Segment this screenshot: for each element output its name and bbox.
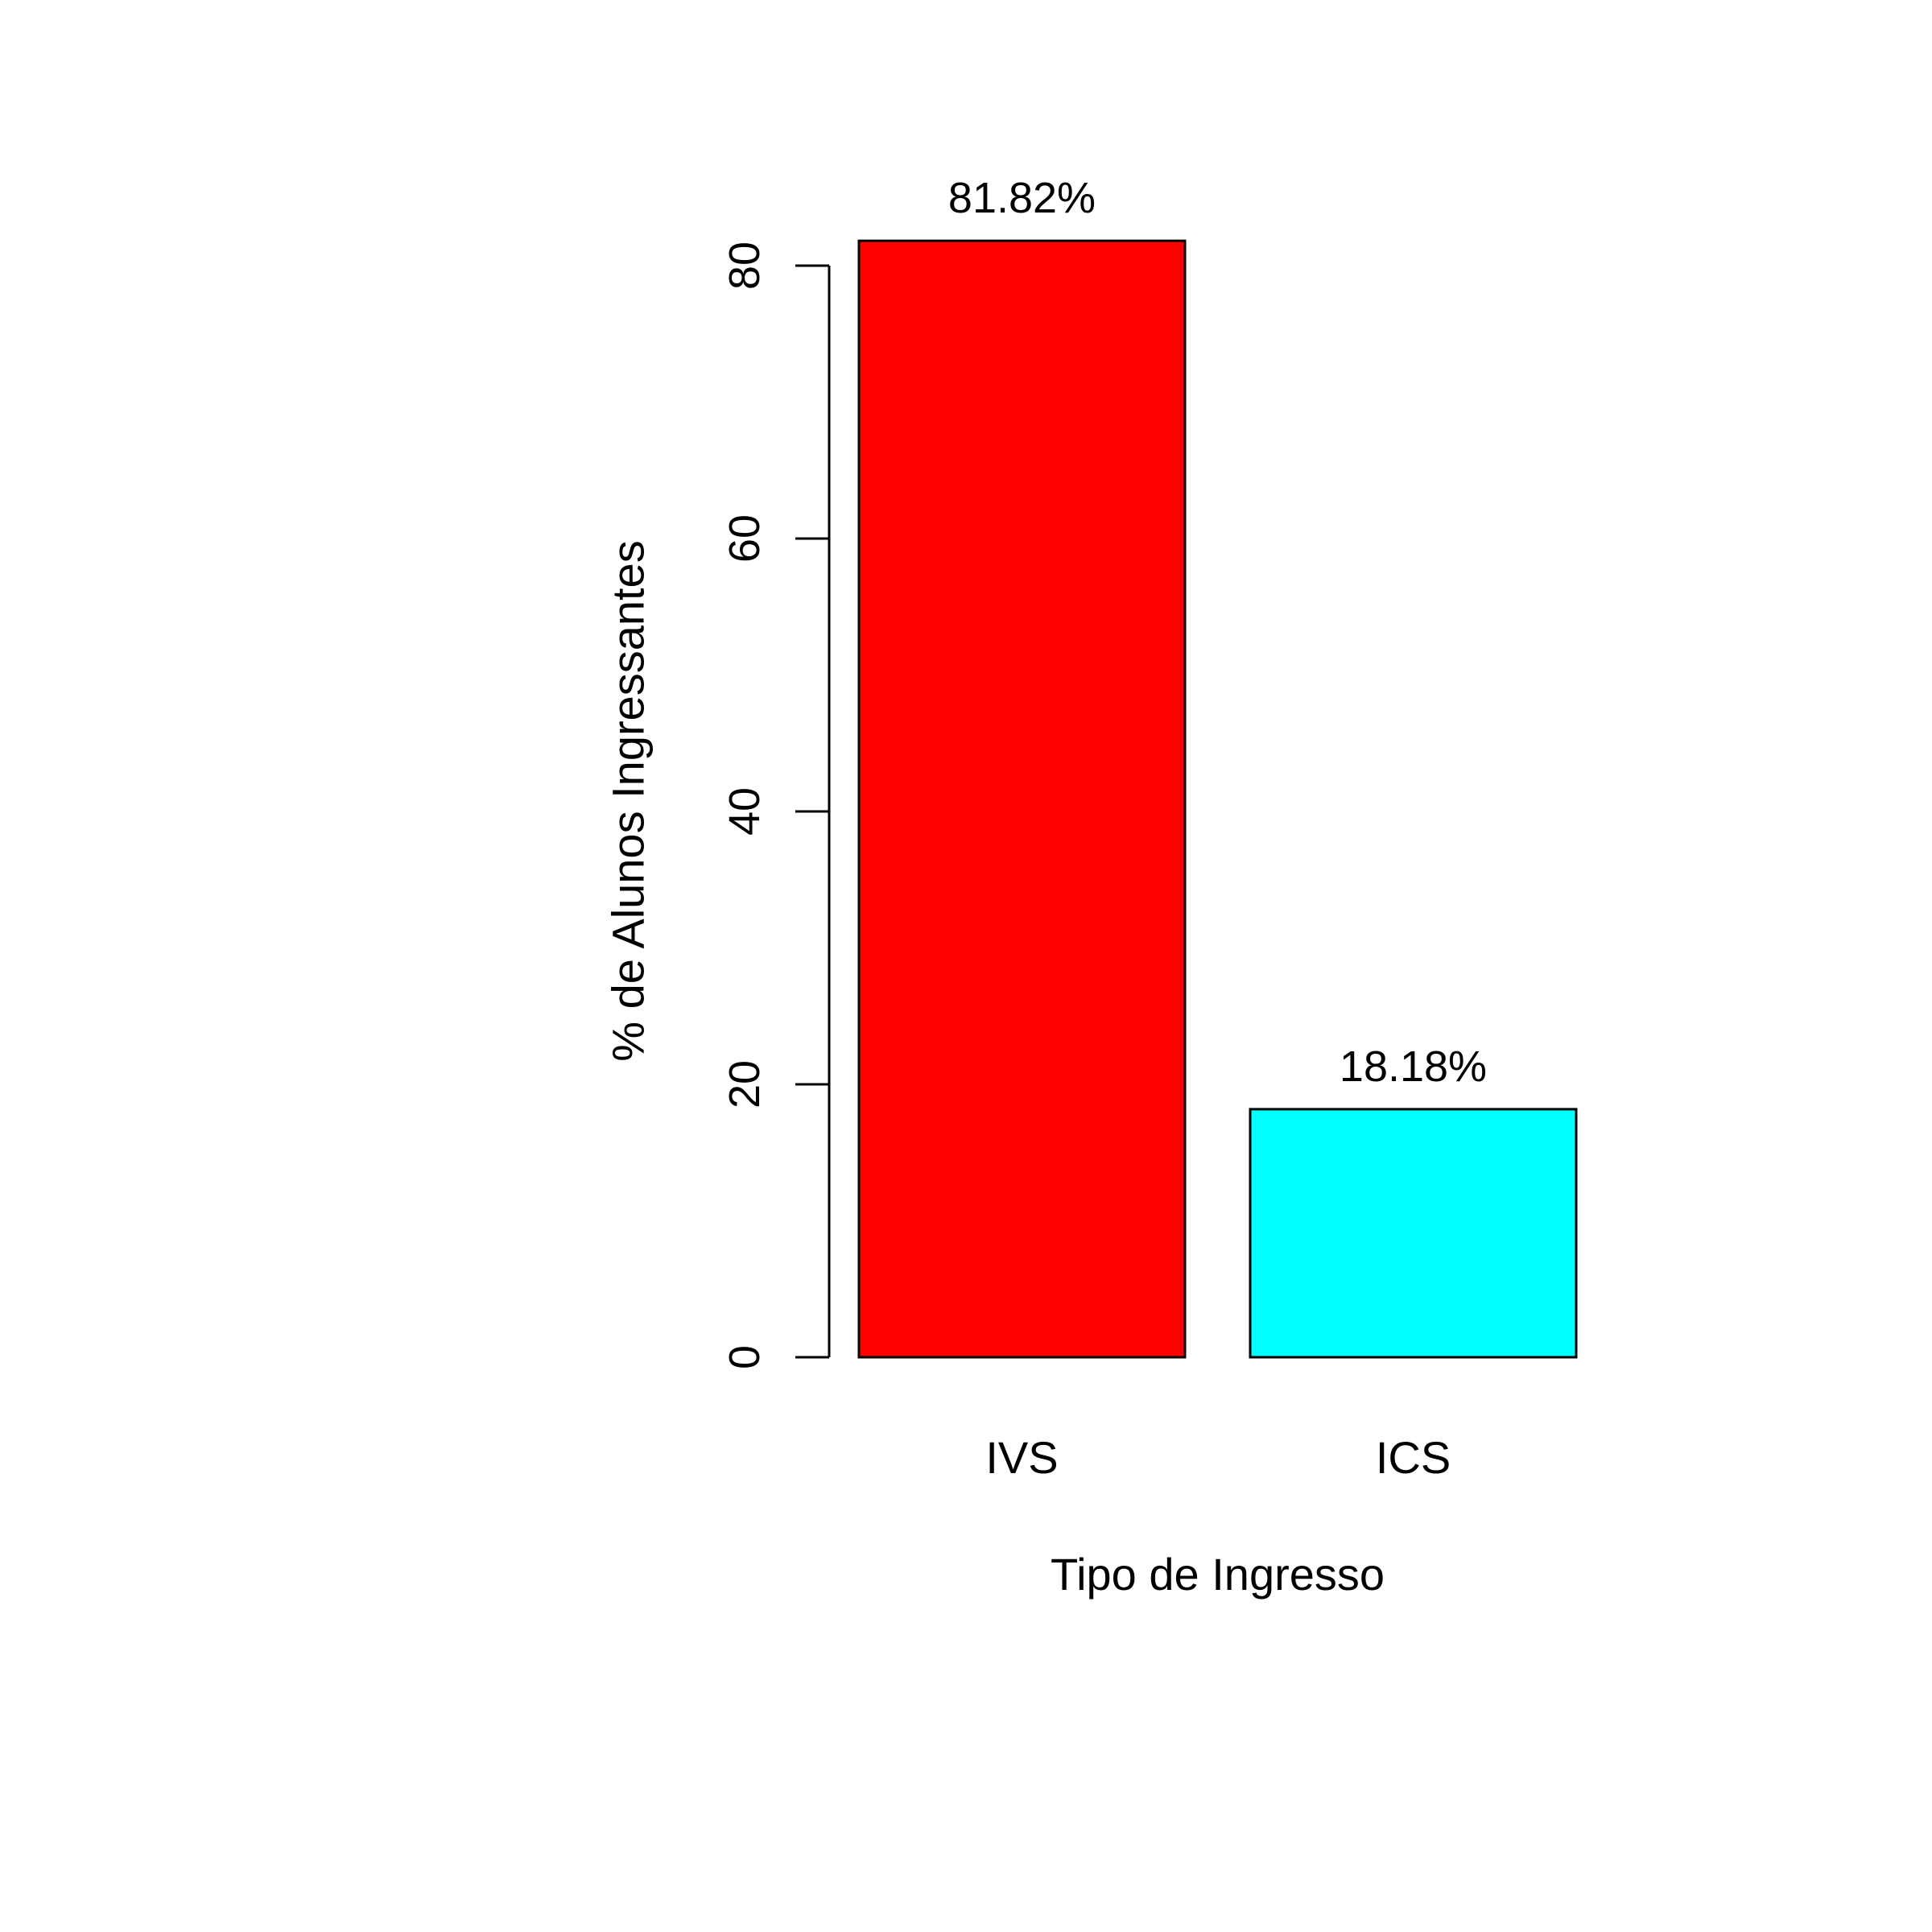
y-tick-label: 0 <box>720 1345 769 1369</box>
y-tick-label: 60 <box>720 514 769 563</box>
bars <box>857 239 1578 1359</box>
bar-ivs <box>857 239 1187 1359</box>
data-label: 18.18% <box>1340 1042 1487 1091</box>
x-axis-title: Tipo de Ingresso <box>1051 1549 1385 1600</box>
data-labels: 81.82% 18.18% <box>948 174 1487 1091</box>
y-axis: 0 20 40 60 80 <box>720 242 831 1369</box>
data-label: 81.82% <box>948 174 1096 222</box>
y-tick-label: 20 <box>720 1060 769 1108</box>
category-label: ICS <box>1376 1432 1451 1483</box>
category-labels: IVS ICS <box>985 1432 1451 1483</box>
y-axis-title: % de Alunos Ingressantes <box>603 540 654 1062</box>
y-tick-label: 80 <box>720 242 769 290</box>
y-tick-label: 40 <box>720 787 769 836</box>
bar-ics <box>1249 1108 1578 1359</box>
category-label: IVS <box>985 1432 1058 1483</box>
